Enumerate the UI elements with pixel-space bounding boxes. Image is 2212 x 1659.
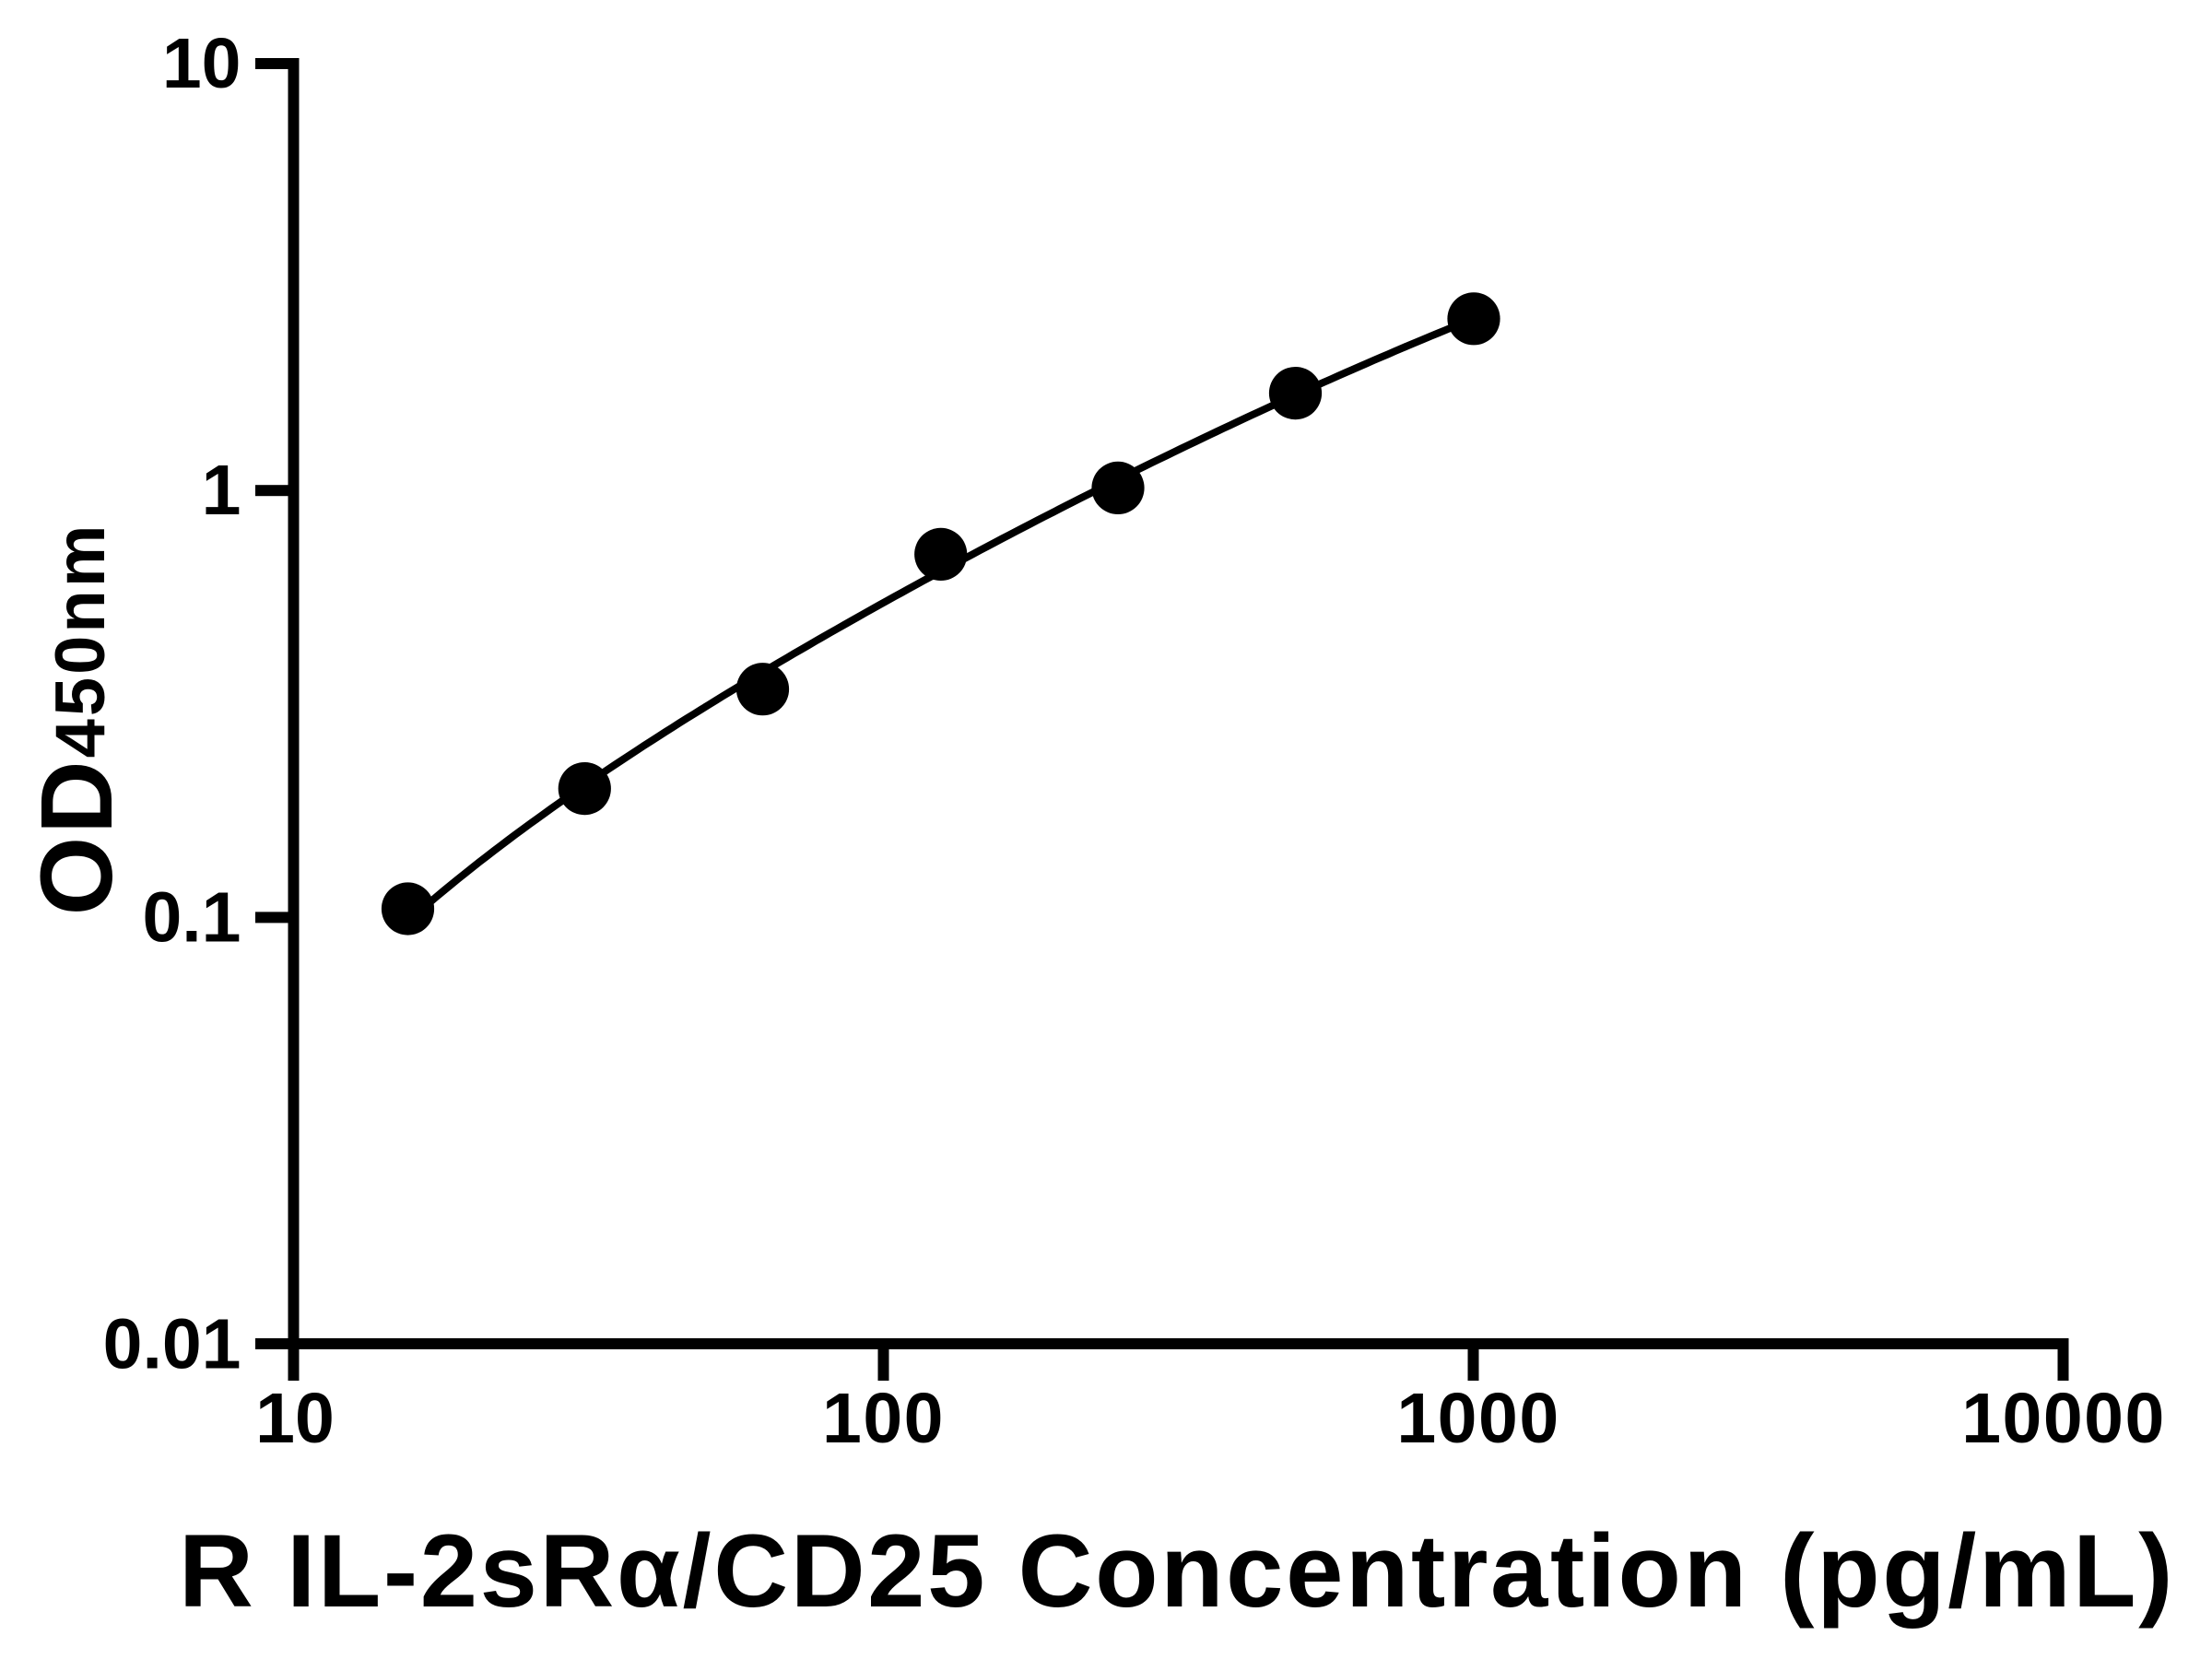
svg-text:1000: 1000: [1396, 1379, 1559, 1458]
svg-text:10: 10: [255, 1379, 335, 1458]
svg-text:0.01: 0.01: [103, 1305, 241, 1384]
svg-text:10: 10: [162, 24, 241, 103]
svg-text:OD450nm: OD450nm: [20, 523, 134, 916]
svg-text:100: 100: [822, 1379, 945, 1458]
svg-text:0.1: 0.1: [142, 878, 241, 958]
svg-text:10000: 10000: [1961, 1379, 2166, 1458]
svg-text:1: 1: [202, 451, 241, 530]
svg-text:R IL-2sRα/CD25 Concentration (: R IL-2sRα/CD25 Concentration (pg/mL): [179, 1513, 2175, 1629]
